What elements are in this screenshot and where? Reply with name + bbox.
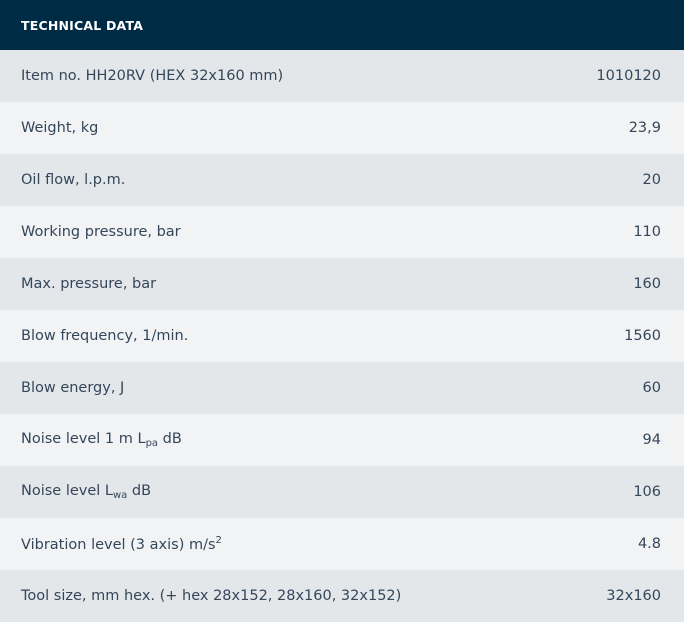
row-label: Tool size, mm hex. (+ hex 28x152, 28x160… xyxy=(21,588,401,604)
table-row: Noise level Lwa dB 106 xyxy=(0,466,684,518)
row-value: 20 xyxy=(642,172,661,188)
row-label: Item no. HH20RV (HEX 32x160 mm) xyxy=(21,68,283,84)
table-row: Noise level 1 m Lpa dB 94 xyxy=(0,414,684,466)
row-label-subscript: pa xyxy=(145,438,159,449)
row-label: Weight, kg xyxy=(21,120,98,136)
row-label-text: Item no. HH20RV (HEX 32x160 mm) xyxy=(21,68,284,84)
row-value: 1010120 xyxy=(596,68,661,84)
row-label-text: Noise level 1 m L xyxy=(21,431,146,447)
table-row: Vibration level (3 axis) m/s2 4.8 xyxy=(0,518,684,570)
table-row: Oil flow, l.p.m. 20 xyxy=(0,154,684,206)
row-label-superscript: 2 xyxy=(215,535,222,546)
row-value: 1560 xyxy=(624,328,661,344)
row-label: Working pressure, bar xyxy=(21,224,181,240)
row-label: Noise level Lwa dB xyxy=(21,483,151,501)
row-label-text: Oil flow, l.p.m. xyxy=(21,172,126,188)
row-label: Max. pressure, bar xyxy=(21,276,156,292)
table-title: TECHNICAL DATA xyxy=(0,0,684,50)
row-value: 160 xyxy=(633,276,661,292)
row-label-text: Tool size, mm hex. (+ hex 28x152, 28x160… xyxy=(21,588,402,604)
row-label: Vibration level (3 axis) m/s2 xyxy=(21,535,222,553)
row-label: Oil flow, l.p.m. xyxy=(21,172,125,188)
row-value: 23,9 xyxy=(628,120,661,136)
row-value: 110 xyxy=(633,224,661,240)
row-label-subscript: wa xyxy=(113,490,128,501)
table-row: Blow frequency, 1/min. 1560 xyxy=(0,310,684,362)
row-label-text: Weight, kg xyxy=(21,120,99,136)
row-label-suffix: dB xyxy=(127,483,152,499)
table-row: Weight, kg 23,9 xyxy=(0,102,684,154)
table-row: Max. pressure, bar 160 xyxy=(0,258,684,310)
row-label-text: Blow frequency, 1/min. xyxy=(21,328,189,344)
row-value: 4.8 xyxy=(637,536,661,552)
row-label: Blow energy, J xyxy=(21,380,124,396)
row-label-text: Noise level L xyxy=(21,483,113,499)
row-value: 32x160 xyxy=(606,588,661,604)
row-label-text: Working pressure, bar xyxy=(21,224,181,240)
row-value: 106 xyxy=(633,484,661,500)
table-row: Item no. HH20RV (HEX 32x160 mm) 1010120 xyxy=(0,50,684,102)
table-body: Item no. HH20RV (HEX 32x160 mm) 1010120 We… xyxy=(0,50,684,622)
table-row: Blow energy, J 60 xyxy=(0,362,684,414)
row-value: 60 xyxy=(642,380,661,396)
row-label-text: Max. pressure, bar xyxy=(21,276,157,292)
table-row: Tool size, mm hex. (+ hex 28x152, 28x160… xyxy=(0,570,684,622)
row-label: Noise level 1 m Lpa dB xyxy=(21,431,182,449)
row-label-text: Blow energy, J xyxy=(21,380,125,396)
row-label-text: Vibration level (3 axis) m/s xyxy=(21,537,216,553)
table-row: Working pressure, bar 110 xyxy=(0,206,684,258)
row-label-suffix: dB xyxy=(158,431,182,447)
row-value: 94 xyxy=(642,432,661,448)
row-label: Blow frequency, 1/min. xyxy=(21,328,188,344)
